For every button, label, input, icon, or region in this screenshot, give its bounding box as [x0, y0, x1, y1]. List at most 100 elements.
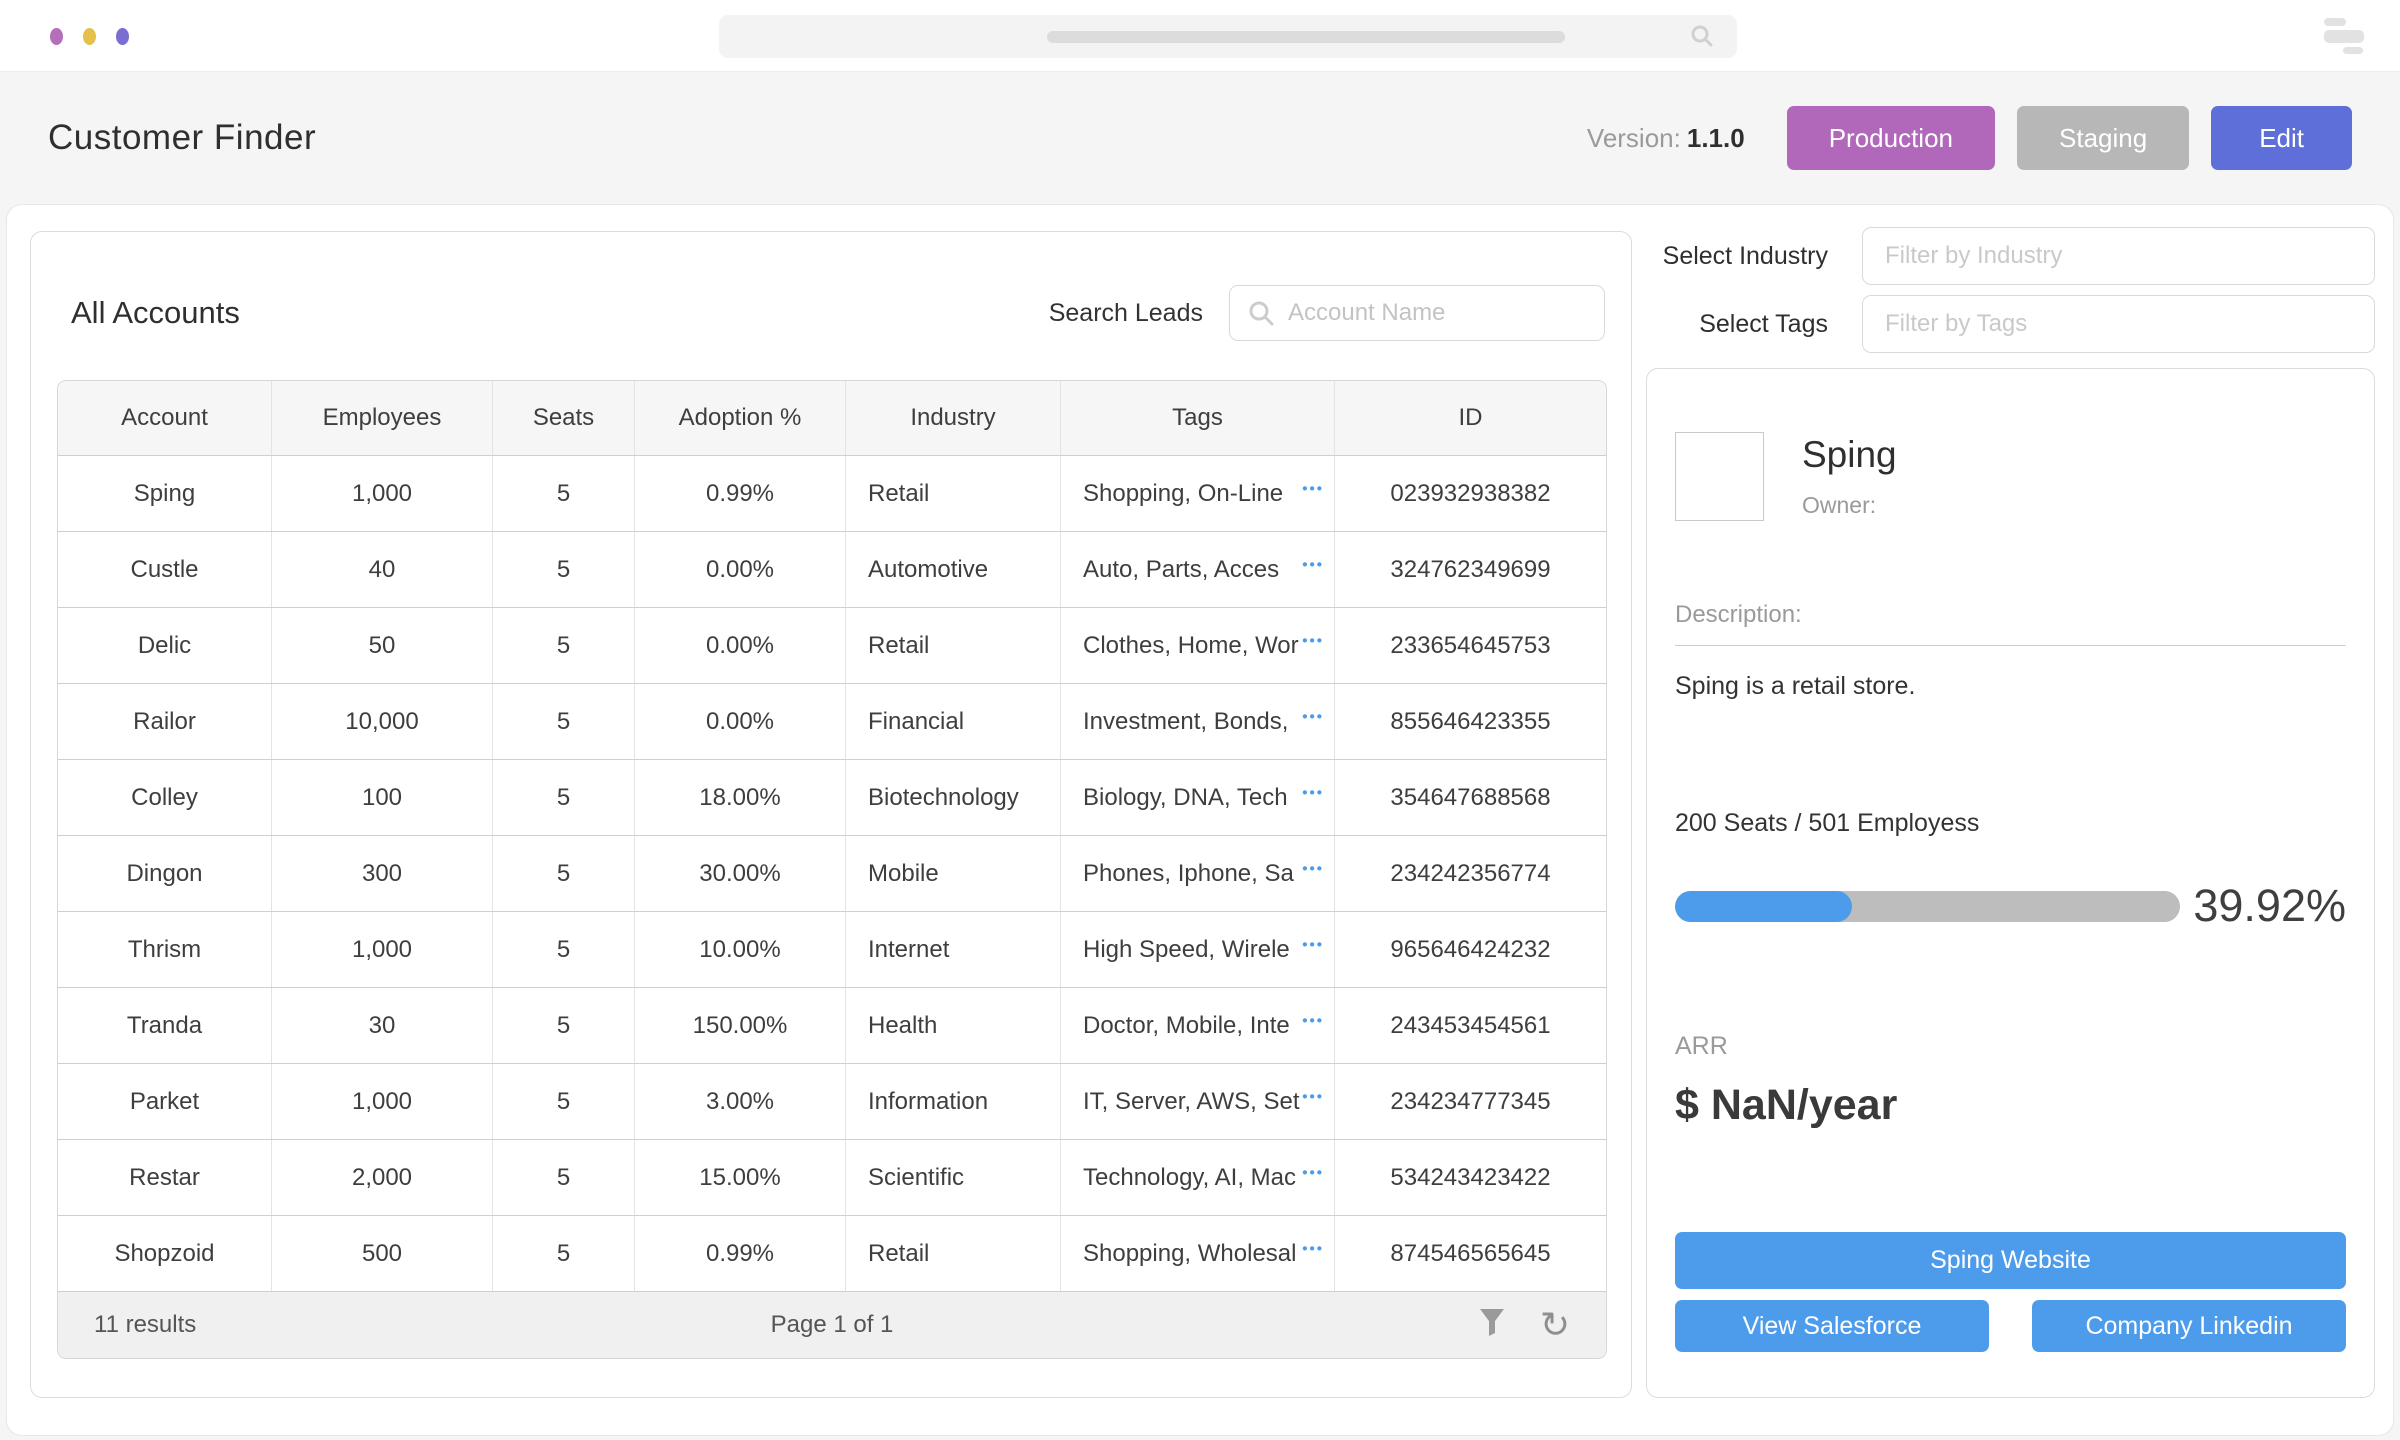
tags-overflow-icon[interactable]: •••: [1302, 480, 1324, 498]
description-text: Sping is a retail store.: [1675, 672, 1916, 700]
cell-id: 534243423422: [1390, 1163, 1551, 1191]
cell-account: Railor: [58, 684, 272, 759]
tags-overflow-icon[interactable]: •••: [1302, 1088, 1324, 1106]
arr-value: $ NaN/year: [1675, 1081, 1898, 1129]
table-row[interactable]: Railor 10,000 5 0.00% Financial Investment, B…: [58, 683, 1606, 759]
seats-progress-track: [1675, 890, 2180, 922]
table-row[interactable]: Sping 1,000 5 0.99% Retail Shopping, On-Line •…: [58, 455, 1606, 531]
adoption-percentage: 39.92%: [2193, 880, 2346, 931]
account-detail-card: Sping Owner: Description: Sping is a ret…: [1646, 368, 2375, 1398]
column-header-employees: Employees: [272, 381, 493, 455]
funnel-icon[interactable]: [1478, 1307, 1506, 1344]
cell-seats: 5: [493, 912, 635, 987]
cell-account: Colley: [58, 760, 272, 835]
cell-industry: Health: [846, 988, 1061, 1063]
view-salesforce-button[interactable]: View Salesforce: [1675, 1300, 1989, 1352]
table-row[interactable]: Custle 40 5 0.00% Automotive Auto, Parts, Acc…: [58, 531, 1606, 607]
tags-overflow-icon[interactable]: •••: [1302, 1240, 1324, 1258]
tags-overflow-icon[interactable]: •••: [1302, 784, 1324, 802]
browser-address-bar[interactable]: [719, 15, 1737, 58]
cell-adoption: 0.00%: [635, 532, 846, 607]
company-linkedin-button[interactable]: Company Linkedin: [2032, 1300, 2346, 1352]
cell-tags: Biology, DNA, Tech •••: [1061, 760, 1335, 835]
description-divider: [1675, 645, 2346, 646]
cell-tags: Shopping, On-Line •••: [1061, 456, 1335, 531]
select-tags-label: Select Tags: [1699, 309, 1828, 338]
browser-bar: [0, 0, 2400, 72]
tags-overflow-icon[interactable]: •••: [1302, 632, 1324, 650]
cell-account: Sping: [58, 456, 272, 531]
cell-adoption: 30.00%: [635, 836, 846, 911]
table-row[interactable]: Tranda 30 5 150.00% Health Doctor, Mobile, In…: [58, 987, 1606, 1063]
tags-overflow-icon[interactable]: •••: [1302, 1164, 1324, 1182]
edit-button[interactable]: Edit: [2211, 106, 2352, 170]
table-row[interactable]: Thrism 1,000 5 10.00% Internet High Speed, Wi…: [58, 911, 1606, 987]
cell-seats: 5: [493, 684, 635, 759]
version: Version: 1.1.0: [1587, 123, 1745, 154]
window-dot-purple[interactable]: [50, 28, 63, 45]
cell-industry: Automotive: [846, 532, 1061, 607]
tags-overflow-icon[interactable]: •••: [1302, 860, 1324, 878]
cell-tags: High Speed, Wirele •••: [1061, 912, 1335, 987]
search-leads-label: Search Leads: [1048, 298, 1203, 327]
version-label: Version:: [1586, 122, 1681, 153]
production-button[interactable]: Production: [1786, 106, 1995, 170]
company-name: Sping: [1802, 434, 1897, 475]
table-row[interactable]: Dingon 300 5 30.00% Mobile Phones, Iphone, Sa…: [58, 835, 1606, 911]
tags-overflow-icon[interactable]: •••: [1302, 936, 1324, 954]
cell-id: 354647688568: [1390, 783, 1551, 811]
cell-industry: Internet: [846, 912, 1061, 987]
tags-overflow-icon[interactable]: •••: [1302, 708, 1324, 726]
cell-id: 023932938382: [1390, 479, 1551, 507]
leads-search-input[interactable]: [1288, 299, 1604, 327]
table-row[interactable]: Delic 50 5 0.00% Retail Clothes, Home, Wor •••…: [58, 607, 1606, 683]
table-row[interactable]: Colley 100 5 18.00% Biotechnology Biology, DN…: [58, 759, 1606, 835]
company-website-button[interactable]: Sping Website: [1675, 1232, 2346, 1289]
tags-filter-input[interactable]: [1862, 295, 2375, 353]
table-row[interactable]: Shopzoid 500 5 0.99% Retail Shopping, Wholesa…: [58, 1215, 1606, 1291]
window-controls: [50, 28, 129, 45]
cell-adoption: 0.00%: [635, 684, 846, 759]
cell-account: Thrism: [58, 912, 272, 987]
cell-adoption: 150.00%: [635, 988, 846, 1063]
results-count: 11 results: [94, 1311, 197, 1338]
address-placeholder-line: [1047, 31, 1565, 43]
window-dot-indigo[interactable]: [116, 28, 129, 45]
search-icon: [1689, 23, 1715, 54]
cell-seats: 5: [493, 1140, 635, 1215]
tags-overflow-icon[interactable]: •••: [1302, 556, 1324, 574]
cell-id: 243453454561: [1390, 1011, 1551, 1039]
cell-tags: Auto, Parts, Acces •••: [1061, 532, 1335, 607]
menu-lines-icon[interactable]: [2324, 18, 2366, 54]
cell-account: Delic: [58, 608, 272, 683]
cell-adoption: 0.00%: [635, 608, 846, 683]
cell-seats: 5: [493, 1216, 635, 1291]
cell-id: 855646423355: [1390, 707, 1551, 735]
cell-seats: 5: [493, 988, 635, 1063]
cell-adoption: 0.99%: [635, 456, 846, 531]
cell-seats: 5: [493, 760, 635, 835]
cell-tags: IT, Server, AWS, Set •••: [1061, 1064, 1335, 1139]
column-header-seats: Seats: [493, 381, 635, 455]
refresh-icon[interactable]: ↻: [1539, 1304, 1570, 1345]
owner-label: Owner:: [1802, 492, 1877, 518]
cell-employees: 2,000: [272, 1140, 493, 1215]
staging-button[interactable]: Staging: [2017, 106, 2190, 170]
seats-summary: 200 Seats / 501 Employess: [1675, 809, 1980, 837]
cell-industry: Retail: [846, 1216, 1061, 1291]
industry-filter-input[interactable]: [1862, 227, 2375, 285]
cell-industry: Information: [846, 1064, 1061, 1139]
window-dot-yellow[interactable]: [83, 28, 96, 45]
table-row[interactable]: Restar 2,000 5 15.00% Scientific Technology, …: [58, 1139, 1606, 1215]
cell-id: 324762349699: [1390, 555, 1551, 583]
cell-industry: Retail: [846, 456, 1061, 531]
tags-overflow-icon[interactable]: •••: [1302, 1012, 1324, 1030]
table-row[interactable]: Parket 1,000 5 3.00% Information IT, Server, …: [58, 1063, 1606, 1139]
cell-seats: 5: [493, 1064, 635, 1139]
cell-employees: 30: [272, 988, 493, 1063]
cell-seats: 5: [493, 456, 635, 531]
cell-employees: 1,000: [272, 1064, 493, 1139]
accounts-table: Account Employees Seats Adoption % Industry T…: [57, 380, 1607, 1359]
cell-account: Dingon: [58, 836, 272, 911]
cell-id: 965646424232: [1390, 935, 1551, 963]
